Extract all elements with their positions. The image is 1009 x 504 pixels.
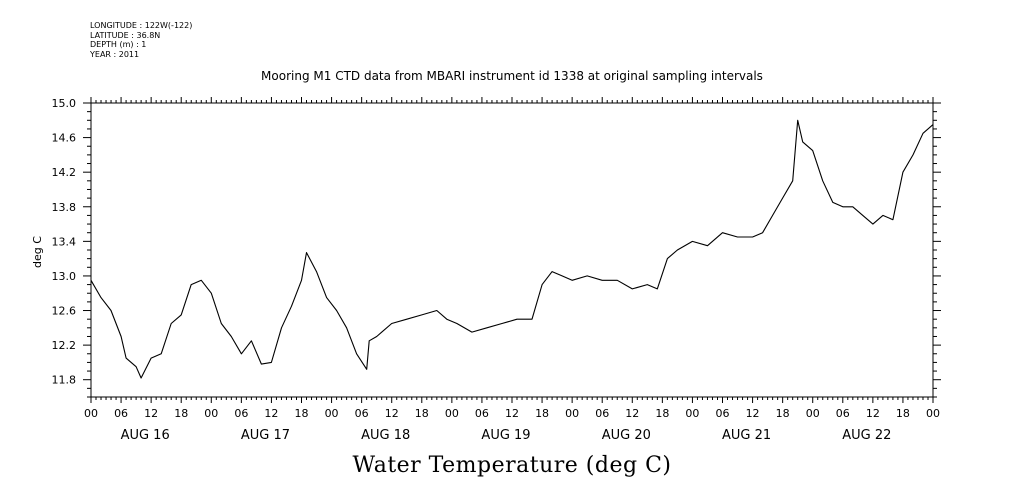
x-tick-label: 12 xyxy=(505,407,519,420)
y-tick-label: 13.0 xyxy=(52,270,77,283)
x-tick-label: 00 xyxy=(806,407,820,420)
x-tick-label: 12 xyxy=(144,407,158,420)
y-tick-label: 15.0 xyxy=(52,97,77,110)
x-axis-title: Water Temperature (deg C) xyxy=(352,453,672,478)
x-tick-label: 00 xyxy=(84,407,98,420)
tick-marks xyxy=(83,97,941,403)
year-label: YEAR : 2011 xyxy=(90,49,140,59)
x-tick-label: 06 xyxy=(114,407,128,420)
y-axis-label: deg C xyxy=(31,236,44,268)
x-tick-label: 06 xyxy=(475,407,489,420)
x-tick-label: 06 xyxy=(716,407,730,420)
temperature-line xyxy=(90,119,934,379)
x-tick-label: 12 xyxy=(264,407,278,420)
x-tick-label: 06 xyxy=(595,407,609,420)
x-tick-label: 06 xyxy=(355,407,369,420)
chart-title: Mooring M1 CTD data from MBARI instrumen… xyxy=(261,69,763,83)
day-label: AUG 17 xyxy=(241,428,290,443)
x-tick-label: 00 xyxy=(445,407,459,420)
x-tick-label: 18 xyxy=(174,407,188,420)
depth-label: DEPTH (m) : 1 xyxy=(90,40,147,49)
series-group xyxy=(90,119,934,379)
x-tick-label: 12 xyxy=(625,407,639,420)
day-label: AUG 18 xyxy=(361,428,410,443)
y-tick-label: 12.2 xyxy=(52,339,77,352)
x-tick-label: 06 xyxy=(836,407,850,420)
x-tick-label: 18 xyxy=(655,407,669,420)
y-tick-label: 11.8 xyxy=(52,374,77,387)
x-tick-label: 18 xyxy=(295,407,309,420)
longitude-label: LONGITUDE : 122W(-122) xyxy=(90,21,193,30)
x-tick-label: 12 xyxy=(866,407,880,420)
x-tick-label: 06 xyxy=(234,407,248,420)
x-tick-labels: 00 06 12 18 00 06 12 18 00 06 12 18 00 06 12 18 00 06 12 18… xyxy=(84,407,940,420)
latitude-label: LATITUDE : 36.8N xyxy=(90,30,161,40)
x-tick-label: 00 xyxy=(685,407,699,420)
y-tick-label: 14.2 xyxy=(52,166,77,179)
y-tick-label: 14.6 xyxy=(52,132,77,145)
metadata-block: LONGITUDE : 122W(-122) LATITUDE : 36.8N … xyxy=(90,21,192,59)
x-tick-label: 18 xyxy=(896,407,910,420)
x-tick-label: 12 xyxy=(385,407,399,420)
x-tick-label: 00 xyxy=(204,407,218,420)
x-tick-label: 00 xyxy=(926,407,940,420)
plot-axes xyxy=(90,102,934,398)
day-label: AUG 20 xyxy=(602,428,651,443)
x-tick-label: 12 xyxy=(746,407,760,420)
x-tick-label: 18 xyxy=(415,407,429,420)
x-tick-label: 18 xyxy=(776,407,790,420)
day-label: AUG 16 xyxy=(121,428,170,443)
y-tick-label: 13.4 xyxy=(52,235,77,248)
x-tick-label: 00 xyxy=(565,407,579,420)
y-tick-label: 12.6 xyxy=(52,305,77,318)
day-label: AUG 21 xyxy=(722,428,771,443)
y-tick-labels: 15.0 14.6 14.2 13.8 13.4 13.0 12.6 12.2 11.8 xyxy=(52,97,77,387)
x-tick-label: 00 xyxy=(325,407,339,420)
day-labels: AUG 16 AUG 17 AUG 18 AUG 19 AUG 20 AUG 21 AUG … xyxy=(121,428,892,443)
plot-frame xyxy=(90,102,934,398)
day-label: AUG 19 xyxy=(481,428,530,443)
day-label: AUG 22 xyxy=(842,428,891,443)
x-tick-label: 18 xyxy=(535,407,549,420)
y-tick-label: 13.8 xyxy=(52,201,77,214)
